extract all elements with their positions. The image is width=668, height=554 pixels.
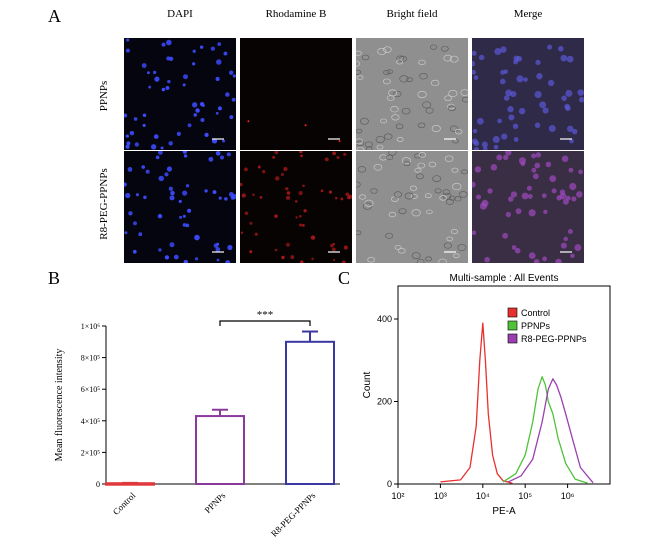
y-tick-label: 200 [377, 397, 392, 407]
column-header-dapi: DAPI [167, 8, 193, 20]
column-header-bright-field: Bright field [386, 8, 438, 20]
bar-chart: 0 2×10⁵ 4×10⁵ 6×10⁵ 8×10⁵ 1×10⁶ Mean fluoresce… [54, 309, 340, 539]
x-tick-label: R8-PEG-PPNPs [269, 490, 318, 539]
x-tick-label: 10⁵ [518, 491, 532, 501]
micrograph-r8-merge [472, 151, 584, 263]
bar-r8-peg-ppnps [285, 340, 335, 485]
series-line-control [440, 322, 513, 484]
legend-swatch [507, 307, 518, 318]
legend-entry: PPNPs [521, 321, 551, 331]
y-tick-label: 1×10⁶ [81, 322, 101, 331]
y-tick-label: 8×10⁵ [81, 354, 101, 363]
x-tick-label: 10⁶ [561, 491, 575, 501]
y-axis-label: Mean fluorescence intensity [54, 349, 65, 462]
flow-histogram: Multi-sample : All Events 0 200 400 10² 10³ 10… [362, 273, 611, 517]
column-header-rhodamine: Rhodamine B [265, 8, 327, 20]
series-line-ppnps [502, 376, 588, 484]
y-tick-label: 6×10⁵ [81, 385, 101, 394]
y-axis-label: Count [362, 371, 373, 398]
x-tick-label: 10² [391, 491, 404, 501]
column-header-merge: Merge [513, 8, 543, 20]
panel-c-letter: C [338, 268, 351, 288]
significance-label: *** [257, 309, 274, 321]
legend-entry: Control [521, 308, 550, 318]
x-tick-label: 10⁴ [476, 491, 490, 501]
micrograph-r8-bright-field [356, 151, 468, 263]
micrograph-ppnps-rhodamine [240, 38, 352, 150]
panel-b-letter: B [48, 268, 61, 288]
y-tick-label: 4×10⁵ [81, 417, 101, 426]
legend-swatch [507, 320, 518, 331]
x-tick-label: Control [111, 490, 138, 517]
row-header-r8-peg-ppnps: R8-PEG-PPNPs [98, 168, 110, 240]
y-tick-label: 400 [377, 314, 392, 324]
plot-frame [397, 285, 611, 485]
legend-entry: R8-PEG-PPNPs [521, 334, 587, 344]
chart-title: Multi-sample : All Events [450, 273, 559, 284]
x-tick-label: 10³ [434, 491, 447, 501]
y-tick-label: 0 [96, 480, 100, 489]
significance-bracket [219, 320, 311, 326]
series-line-r8-peg-ppnps [508, 378, 594, 484]
y-tick-label: 2×10⁵ [81, 448, 101, 457]
bar-ppnps [195, 415, 245, 485]
micrograph-r8-rhodamine [240, 151, 352, 263]
x-axis-label: PE-A [492, 506, 516, 517]
micrograph-ppnps-dapi [124, 38, 236, 150]
micrograph-r8-dapi [124, 151, 236, 263]
legend-swatch [507, 333, 518, 344]
x-tick-label: PPNPs [203, 490, 228, 515]
row-header-ppnps: PPNPs [98, 80, 110, 112]
micrograph-ppnps-bright-field [356, 38, 468, 150]
panel-a-letter: A [48, 6, 61, 26]
y-tick-label: 0 [387, 479, 392, 489]
micrograph-ppnps-merge [472, 38, 584, 150]
